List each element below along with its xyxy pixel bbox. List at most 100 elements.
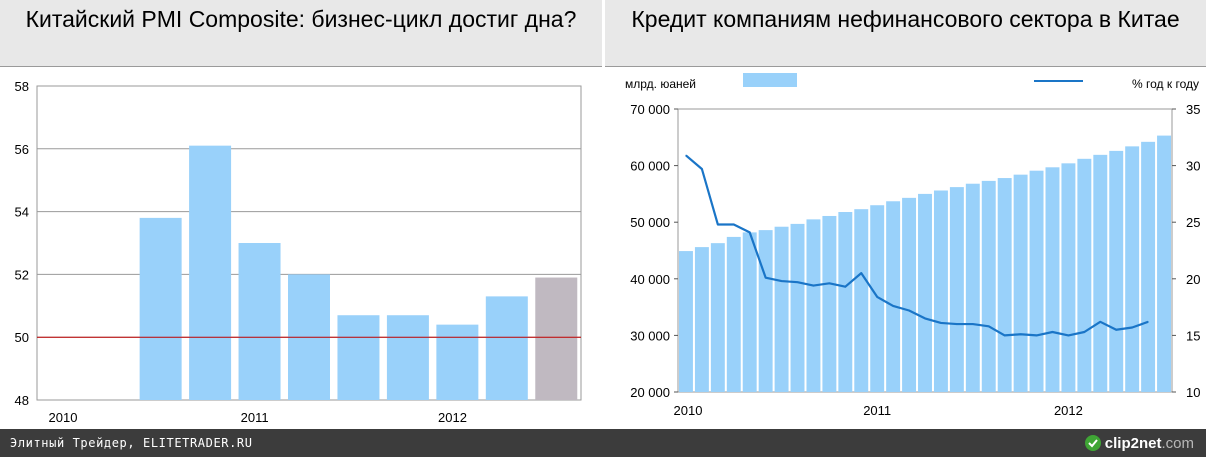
right-left-y-tick-label: 30 000 [630,328,670,343]
right-bar [1109,150,1124,392]
right-bar [1045,167,1060,392]
right-right-y-tick-label: 25 [1186,215,1200,230]
right-growth-point [1067,334,1070,336]
clip2net-logo-suffix: .com [1161,434,1194,452]
right-growth-point [1131,326,1133,329]
right-bar [710,243,725,392]
right-bar [742,232,757,392]
right-growth-point [876,296,878,298]
right-growth-point [749,231,751,233]
left-y-tick-label: 58 [15,79,29,94]
right-bar [965,183,980,392]
right-right-y-tick-label: 10 [1186,385,1200,400]
left-y-tick-label: 50 [15,330,29,345]
right-growth-point [1147,321,1149,323]
right-bar [822,215,837,392]
right-chart-panel: Кредит компаниям нефинансового сектора в… [605,0,1206,429]
right-growth-point [860,272,862,274]
right-growth-point [828,282,830,284]
right-chart-title: Кредит компаниям нефинансового сектора в… [631,6,1180,32]
left-y-tick-label: 48 [15,393,29,408]
left-x-tick-label: 2012 [438,410,467,425]
right-growth-point [892,305,894,307]
right-left-y-tick-label: 20 000 [630,385,670,400]
left-chart-panel: Китайский PMI Composite: бизнес-цикл дос… [0,0,602,429]
right-bar [838,212,853,392]
right-bar [806,219,821,392]
right-growth-point [956,323,958,325]
right-chart-title-bar: Кредит компаниям нефинансового сектора в… [605,0,1206,67]
right-bar [1125,146,1140,392]
right-growth-point [940,322,942,324]
right-bar [679,251,693,392]
right-right-y-tick-label: 20 [1186,272,1200,287]
right-left-unit-label: млрд. юаней [625,77,696,91]
right-left-y-tick-label: 60 000 [630,159,670,174]
right-bar [981,180,996,392]
right-bar [790,223,805,392]
left-bar-highlight [535,277,578,400]
clip2net-logo-icon [1084,435,1101,451]
right-left-y-tick-label: 50 000 [630,215,670,230]
right-bar [1157,135,1171,392]
right-bar [1141,141,1156,392]
right-growth-point [924,317,926,320]
left-x-tick-label: 2010 [49,410,78,425]
clip2net-logo-text: clip2net [1104,434,1162,452]
right-bar [1061,163,1076,392]
right-left-y-tick-label: 70 000 [630,102,670,117]
right-x-tick-label: 2010 [674,403,703,418]
right-bar-legend-swatch [743,73,797,87]
left-bar [238,243,281,400]
footer-bar: Элитный Трейдер, ELITETRADER.RU clip2net… [0,429,1206,457]
right-right-y-tick-label: 35 [1186,102,1200,117]
right-bar [1093,154,1108,392]
left-x-tick-label: 2011 [241,410,269,425]
right-bar [1013,174,1028,392]
right-growth-point [908,309,910,312]
left-bar [337,315,380,400]
right-bar [870,205,885,392]
right-growth-point [780,280,783,282]
right-growth-point [1035,334,1038,336]
left-chart-title: Китайский PMI Composite: бизнес-цикл дос… [25,6,577,32]
left-bar [139,217,182,400]
pmi-bar-chart: 48 50 52 54 56 58 2010 2011 2012 [15,79,582,425]
right-growth-point [796,281,799,283]
right-bar [1077,158,1092,392]
right-growth-point [972,323,974,325]
right-bar [774,226,789,392]
right-bar [997,178,1012,392]
right-bar [758,230,773,392]
left-chart-title-bar: Китайский PMI Composite: бизнес-цикл дос… [0,0,602,67]
right-growth-point [765,277,767,279]
right-bar [949,187,964,392]
right-bar [918,193,932,392]
right-x-tick-label: 2012 [1054,403,1083,418]
left-bar [386,315,429,400]
right-growth-point [1099,321,1101,323]
right-bar [1029,170,1044,392]
right-growth-point [1020,333,1022,335]
right-growth-point [701,168,703,170]
right-bar [854,209,869,392]
right-bar [886,201,901,392]
right-right-y-tick-label: 15 [1186,328,1200,343]
right-growth-line [685,154,1149,337]
panel-divider [602,0,605,429]
right-growth-point [844,286,846,288]
right-bar [694,247,709,392]
right-left-y-tick-label: 40 000 [630,272,670,287]
right-right-y-tick-label: 30 [1186,159,1200,174]
credit-combo-chart: млрд. юаней % год к году 20 000 30 000 40 00… [625,73,1200,418]
right-growth-point [1115,329,1117,331]
right-growth-point [733,223,735,226]
right-growth-point [1051,331,1054,333]
right-growth-point [717,223,719,226]
left-y-tick-label: 56 [15,142,29,157]
left-bar [436,324,479,400]
left-y-tick-label: 52 [15,267,29,282]
right-growth-point [685,154,687,157]
right-bar [726,236,741,392]
right-bar [902,197,917,392]
